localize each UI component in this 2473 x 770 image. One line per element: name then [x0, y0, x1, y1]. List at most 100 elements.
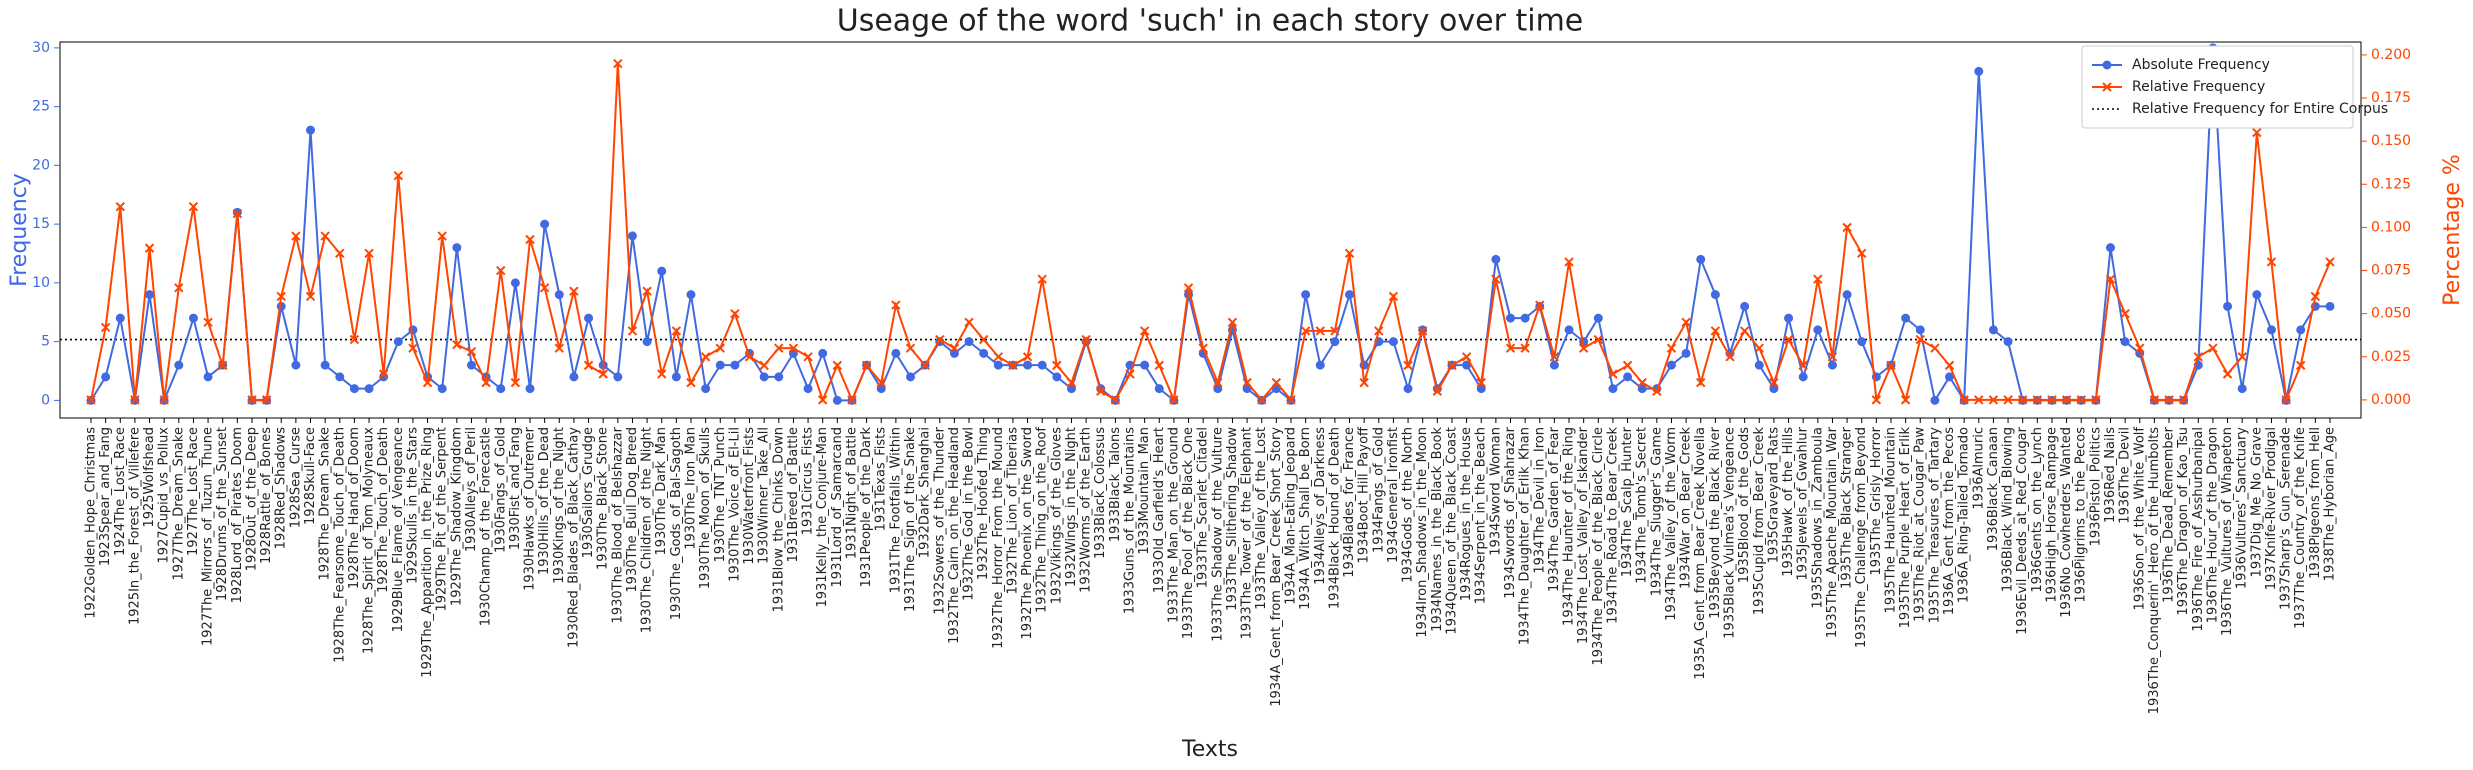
- x-tick-label: 1934Iron_Shadows_in_the_Moon: [1415, 427, 1430, 638]
- point: [364, 248, 374, 258]
- point: [1827, 360, 1837, 370]
- point: [1783, 334, 1794, 345]
- point: [1344, 248, 1355, 258]
- x-tick-label: 1933The_Valley_of_the_Lost: [1254, 427, 1269, 610]
- x-tick-label: 1934The_Road_to_Bear_Creek: [1605, 427, 1620, 624]
- point: [1813, 274, 1823, 284]
- legend-marker: [2102, 60, 2112, 70]
- x-tick-label: 1930Hawks_of_Outremer: [523, 426, 538, 591]
- x-tick-label: 1928Red_Shadows: [274, 427, 289, 550]
- x-tick-label: 1936Pilgrims_to_the_Pecos: [2074, 427, 2089, 603]
- point: [1930, 343, 1940, 353]
- x-tick-label: 1938Pigeons_from_Hell: [2308, 427, 2323, 579]
- point: [2266, 257, 2277, 267]
- point: [1520, 313, 1530, 323]
- point: [949, 343, 960, 353]
- x-tick-label: 1933The_Tower_of_the_Elephant: [1240, 427, 1255, 639]
- point: [657, 369, 667, 379]
- point: [1315, 326, 1325, 336]
- x-tick-label: 1927The_Lost_Race: [186, 427, 201, 556]
- y-tick-label: 5: [41, 334, 50, 350]
- point: [452, 339, 462, 350]
- x-tick-label: 1936Red_Nails: [2103, 427, 2118, 523]
- point: [1359, 377, 1369, 388]
- x-tick-label: 1930The_TNT_Punch: [713, 427, 728, 562]
- point: [1417, 326, 1428, 336]
- point: [1886, 360, 1896, 371]
- point: [1271, 377, 1282, 388]
- x-tick-label: 1934Gods_of_the_North: [1401, 427, 1416, 583]
- point: [1798, 360, 1808, 371]
- point: [584, 313, 594, 323]
- point: [525, 234, 535, 245]
- x-tick-label: 1935Shadows_in_Zamboula: [1810, 427, 1825, 609]
- point: [1798, 372, 1808, 382]
- x-tick-label: 1933Mountain_Man: [1137, 427, 1152, 555]
- point: [306, 125, 316, 135]
- point: [1154, 384, 1164, 394]
- point: [2237, 352, 2247, 362]
- x-tick-label: 1933The_Scarlet_Citadel: [1196, 427, 1211, 588]
- point: [1696, 254, 1706, 264]
- point: [730, 360, 740, 370]
- y2-tick-label: 0.075: [2371, 263, 2411, 279]
- x-tick-label: 1934Alleys_of_Darkness: [1313, 427, 1328, 585]
- point: [774, 372, 784, 382]
- y2-tick-label: 0.175: [2371, 90, 2411, 106]
- point: [759, 360, 769, 371]
- point: [1857, 337, 1867, 347]
- x-tick-label: 1928Drums_of_the_Sunset: [215, 427, 230, 601]
- x-tick-label: 1935Beyond_the_Black_River: [1708, 426, 1723, 618]
- x-tick-label: 1934Black_Hound_of_Death: [1327, 427, 1342, 609]
- x-tick-label: 1934War_on_Bear_Creek: [1679, 427, 1694, 589]
- point: [510, 377, 521, 388]
- point: [2296, 325, 2306, 335]
- point: [876, 384, 886, 394]
- point: [174, 283, 184, 293]
- point: [1125, 369, 1135, 379]
- x-tick-label: 1928The_Fearsome_Touch_of_Death: [332, 427, 347, 663]
- point: [305, 291, 316, 302]
- point: [774, 343, 784, 353]
- y-tick-label: 15: [32, 216, 50, 232]
- point: [1139, 326, 1150, 336]
- point: [1491, 274, 1501, 284]
- x-tick-label: 1928Sea_Curse: [288, 427, 303, 528]
- point: [247, 395, 257, 405]
- point: [1505, 313, 1515, 323]
- x-tick-label: 1930The_Blood_of_Belshazzar: [610, 426, 625, 623]
- point: [598, 369, 608, 379]
- point: [1549, 352, 1560, 362]
- point: [1988, 325, 1998, 335]
- point: [1110, 395, 1121, 405]
- point: [701, 384, 711, 394]
- point: [1871, 395, 1882, 405]
- point: [671, 372, 681, 382]
- x-tick-label: 1930The_Black_Stone: [596, 427, 611, 570]
- point: [1447, 360, 1457, 371]
- point: [100, 322, 111, 333]
- point: [2325, 301, 2335, 311]
- x-tick-label: 1934The_Lost_Valley_of_Iskander: [1576, 426, 1591, 644]
- point: [261, 395, 272, 405]
- point: [130, 395, 140, 405]
- x-tick-label: 1931The_Sign_of_the_Snake: [903, 427, 918, 612]
- x-tick-label: 1935A_Gent_from_Bear_Creek_Novella: [1693, 427, 1708, 680]
- x-axis-label: Texts: [1181, 737, 1238, 762]
- x-tick-label: 1934Rogues_in_the_House: [1459, 427, 1474, 601]
- point: [335, 248, 345, 258]
- point: [422, 377, 433, 388]
- point: [1944, 360, 1955, 371]
- point: [1900, 395, 1911, 405]
- point: [569, 372, 579, 382]
- x-tick-label: 1936No_Cowherders_Wanted: [2059, 427, 2074, 618]
- point: [832, 395, 842, 405]
- x-tick-label: 1929The_Pit_of_the_Serpent: [435, 427, 450, 612]
- series-line: [90, 63, 2331, 404]
- x-tick-label: 1933The_Man_on_the_Ground: [1166, 427, 1181, 623]
- x-tick-label: 1934A_Man-Eating_Jeopard: [1283, 427, 1298, 605]
- point: [2266, 325, 2276, 335]
- x-tick-label: 1929Skulls_in_the_Stars: [405, 427, 420, 584]
- point: [671, 326, 682, 336]
- y2-tick-label: 0.150: [2371, 133, 2411, 149]
